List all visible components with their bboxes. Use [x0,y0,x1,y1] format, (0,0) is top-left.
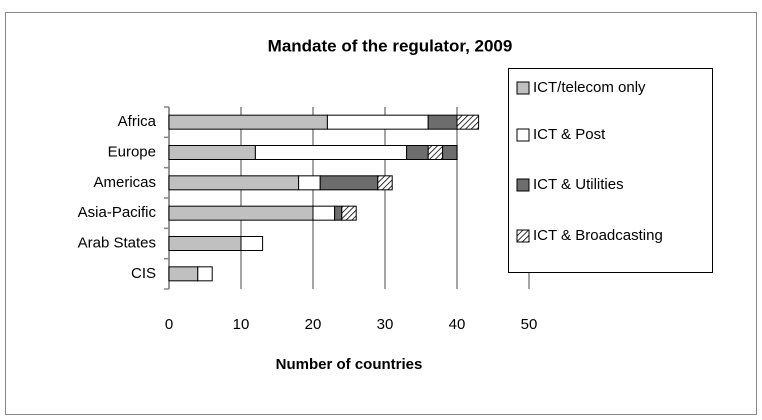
bar-segment [406,145,429,160]
bar-segment [168,205,314,221]
bar-segment [334,205,343,221]
bar-segment [312,205,336,221]
x-axis-title: Number of countries [276,356,423,373]
bar-segment [168,266,199,282]
legend-swatch [516,81,530,95]
chart-title: Mandate of the regulator, 2009 [268,36,513,55]
y-tick-label: Africa [118,113,157,130]
legend-label: ICT & Post [533,126,606,143]
bar-segment [168,114,328,130]
legend-label: ICT & Broadcasting [533,227,663,244]
bar-segment [442,145,458,160]
bar-segment [240,236,264,251]
legend-swatch [516,229,530,243]
x-tick-label: 10 [233,316,250,333]
bar-segment [456,114,480,130]
bar-segment [197,266,213,282]
x-tick-label: 30 [377,316,394,333]
bar-segment [298,175,321,191]
legend-swatch [516,128,530,142]
y-tick-label: Americas [93,174,156,191]
bar-segment [319,175,379,191]
bar-segment [254,145,408,160]
y-tick-label: Arab States [78,234,156,251]
bar-segment [341,205,357,221]
y-tick-label: Asia-Pacific [78,204,157,221]
x-tick-label: 0 [165,316,173,333]
y-tick-label: CIS [131,265,156,282]
x-tick-label: 50 [521,316,538,333]
bar-segment [377,175,393,191]
legend-box [508,68,713,273]
bar-segment [168,175,300,191]
x-tick-label: 20 [305,316,322,333]
bar-segment [427,114,458,130]
legend-label: ICT & Utilities [533,176,624,193]
bar-segment [168,236,242,251]
bar-segment [427,145,444,160]
bar-segment [326,114,429,130]
legend-label: ICT/telecom only [533,79,646,96]
x-tick-label: 40 [449,316,466,333]
bar-segment [168,145,256,160]
legend-swatch [516,178,530,192]
y-tick-label: Europe [108,143,156,160]
